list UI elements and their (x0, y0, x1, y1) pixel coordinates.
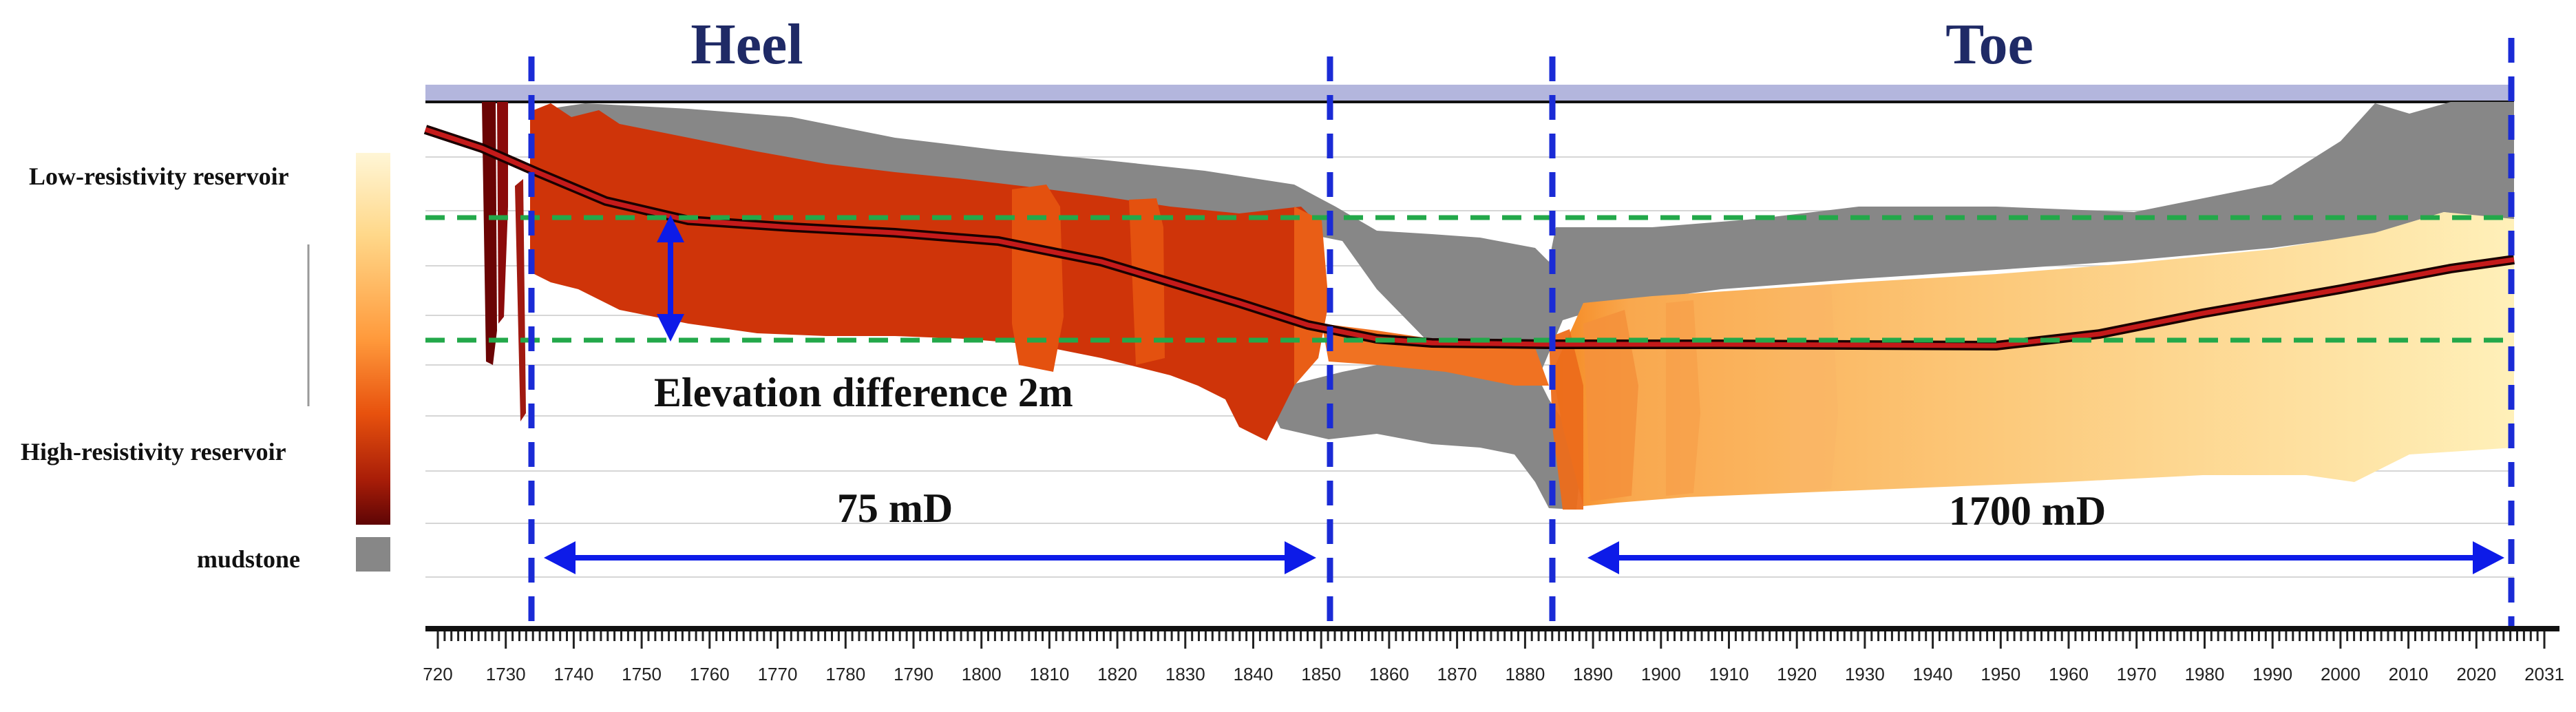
axis-tick-label: 1830 (1165, 664, 1205, 684)
perm-left-label: 75 mD (837, 485, 953, 531)
axis-tick-label: 1760 (690, 664, 730, 684)
mudstone-body (530, 102, 2514, 510)
track-top-band (425, 85, 2514, 102)
heel-reservoir (482, 102, 1549, 441)
elevation-arrow (657, 215, 684, 342)
wellbore-trajectory (423, 125, 2515, 351)
axis-tick-label: 1890 (1573, 664, 1613, 684)
perm-arrow-left (544, 541, 1316, 574)
axis-tick-label: 1800 (962, 664, 1002, 684)
legend: Low-resistivity reservoir High-resistivi… (21, 153, 390, 573)
legend-high-label: High-resistivity reservoir (21, 438, 286, 465)
axis-tick-label: 1790 (894, 664, 933, 684)
axis-tick-label: 1820 (1097, 664, 1137, 684)
axis-tick-label: 720 (423, 664, 452, 684)
axis-tick-label: 1850 (1301, 664, 1341, 684)
axis-tick-label: 2020 (2456, 664, 2496, 684)
axis-tick-label: 1740 (553, 664, 593, 684)
axis-tick-label: 1810 (1029, 664, 1069, 684)
axis-tick-label: 1930 (1845, 664, 1885, 684)
axis-tick-label: 1920 (1777, 664, 1817, 684)
axis-tick-label: 1750 (622, 664, 662, 684)
axis-tick-label: 1860 (1369, 664, 1409, 684)
axis-tick-label: 2010 (2389, 664, 2429, 684)
legend-color-bar (356, 153, 390, 525)
axis-tick-label: 1770 (758, 664, 798, 684)
legend-low-label: Low-resistivity reservoir (29, 163, 289, 190)
toe-label: Toe (1945, 12, 2034, 76)
depth-axis: 720 1730 1740 1750 1760 1770 1780 1790 1800 1810 1… (423, 626, 2564, 684)
axis-tick-label: 1870 (1437, 664, 1477, 684)
axis-tick-label: 1970 (2117, 664, 2157, 684)
heel-label: Heel (690, 12, 803, 76)
perm-arrow-right (1587, 541, 2504, 574)
elevation-difference-label: Elevation difference 2m (654, 370, 1073, 415)
axis-tick-labels: 720 1730 1740 1750 1760 1770 1780 1790 1800 1810 1… (423, 664, 2564, 684)
axis-tick-label: 2000 (2321, 664, 2361, 684)
axis-tick-label: 1940 (1913, 664, 1953, 684)
axis-tick-label: 1980 (2185, 664, 2225, 684)
axis-tick-label: 1990 (2252, 664, 2292, 684)
legend-mud-label: mudstone (197, 545, 300, 573)
axis-tick-label: 1840 (1234, 664, 1274, 684)
axis-minor-ticks (436, 631, 2546, 649)
perm-right-label: 1700 mD (1949, 488, 2106, 534)
toe-reservoir (1549, 212, 2514, 510)
axis-tick-label: 1730 (486, 664, 526, 684)
axis-tick-label: 1960 (2049, 664, 2089, 684)
axis-tick-label: 1910 (1709, 664, 1749, 684)
axis-tick-label: 1780 (825, 664, 865, 684)
legend-mudstone-swatch (356, 537, 390, 572)
axis-tick-label: 1900 (1641, 664, 1681, 684)
axis-tick-label: 2031 (2524, 664, 2564, 684)
axis-tick-label: 1950 (1981, 664, 2020, 684)
axis-tick-label: 1880 (1505, 664, 1545, 684)
